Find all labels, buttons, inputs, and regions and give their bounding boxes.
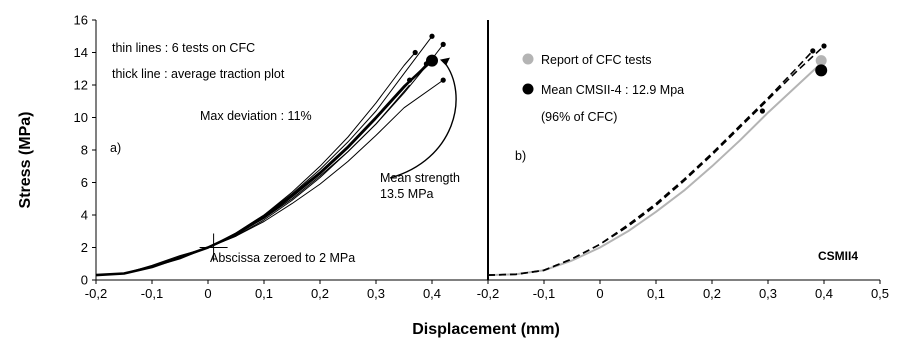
annotation-mean-strength-value: 13.5 MPa [380, 187, 434, 201]
x-tick-label: 0,3 [367, 286, 385, 301]
mean-strength-point [426, 54, 438, 67]
rupture-point [407, 77, 413, 83]
mean-strength-arrowhead [440, 57, 450, 66]
legend: Report of CFC tests Mean CMSII-4 : 12.9 … [522, 53, 684, 124]
x-tick-label: 0,1 [647, 286, 665, 301]
x-tick-label: 0,5 [871, 286, 889, 301]
annotation-thin-lines: thin lines : 6 tests on CFC [112, 41, 255, 55]
csmii4-dashed-line [487, 45, 825, 276]
x-tick-label: -0,1 [533, 286, 555, 301]
y-tick-label: 10 [74, 110, 88, 125]
x-tick-label: 0,3 [759, 286, 777, 301]
legend-label-cfc: Report of CFC tests [541, 53, 651, 67]
x-tick-label: 0 [596, 286, 603, 301]
panel-b-label: b) [515, 149, 526, 163]
rupture-point [810, 48, 816, 54]
y-tick-label: 8 [81, 143, 88, 158]
annotation-mean-strength: Mean strength [380, 171, 460, 185]
rupture-point [440, 77, 446, 83]
x-tick-label: 0,2 [703, 286, 721, 301]
y-axis-label: Stress (MPa) [17, 112, 34, 209]
x-tick-label: 0,1 [255, 286, 273, 301]
x-tick-label: 0,4 [423, 286, 441, 301]
y-tick-label: 6 [81, 175, 88, 190]
mean-strength-arrow [389, 61, 457, 179]
cfc-mean-point [815, 55, 827, 67]
rupture-point [412, 49, 418, 56]
x-axis-label: Displacement (mm) [412, 321, 560, 338]
panel-b: -0,2 -0,1 0 0,1 0,2 0,3 0,4 0,5 [477, 43, 889, 301]
panel-a-label: a) [110, 141, 121, 155]
x-tick-label: 0,2 [311, 286, 329, 301]
annotation-max-deviation: Max deviation : 11% [200, 109, 312, 123]
y-tick-label: 4 [81, 208, 88, 223]
rupture-point [440, 41, 446, 47]
y-tick-label: 12 [74, 78, 88, 93]
specimen-label: CSMII4 [818, 249, 858, 263]
x-tick-label: 0,4 [815, 286, 833, 301]
y-tick-label: 2 [81, 240, 88, 255]
legend-marker-mean [522, 83, 534, 95]
thin-test-line [95, 63, 427, 276]
x-tick-label: -0,2 [85, 286, 107, 301]
x-tick-label: -0,2 [477, 286, 499, 301]
csmii4-mean-point [815, 64, 828, 77]
legend-note: (96% of CFC) [541, 110, 617, 124]
annotation-abscissa: Abscissa zeroed to 2 MPa [210, 251, 355, 265]
x-tick-label: -0,1 [141, 286, 163, 301]
rupture-point [821, 43, 827, 49]
rupture-point [759, 108, 766, 114]
average-line [95, 59, 433, 277]
y-tick-label: 16 [74, 13, 88, 28]
thin-test-line [95, 52, 416, 276]
legend-label-mean: Mean CMSII-4 : 12.9 Mpa [541, 83, 684, 97]
y-tick-label: 0 [81, 273, 88, 288]
legend-marker-cfc [522, 53, 534, 65]
rupture-point [429, 33, 435, 39]
panel-a: 0 2 4 6 8 10 12 14 16 -0,2 -0,1 0 0,1 0,2 0,3 0,4 [74, 13, 489, 301]
annotation-thick-line: thick line : average traction plot [112, 67, 285, 81]
y-tick-label: 14 [74, 45, 88, 60]
x-tick-label: 0 [204, 286, 211, 301]
